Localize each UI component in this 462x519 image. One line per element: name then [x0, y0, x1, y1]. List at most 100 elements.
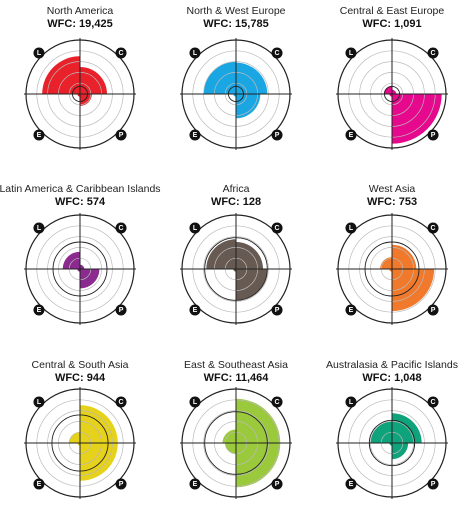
corner-badge-P	[427, 129, 439, 141]
wedge-E	[233, 94, 236, 97]
corner-badge-E	[189, 129, 201, 141]
wfc-label: WFC: 128	[211, 196, 261, 208]
corner-badge-E	[33, 478, 45, 490]
corner-badge-E	[345, 129, 357, 141]
chart-title: North America	[47, 5, 114, 17]
corner-badge-L	[33, 47, 45, 59]
corner-label-C: C	[275, 50, 280, 57]
wedge-E	[389, 269, 392, 272]
corner-badge-C	[271, 47, 283, 59]
corner-label-P: P	[275, 481, 280, 488]
wedge-C	[80, 405, 118, 443]
corner-badge-P	[271, 304, 283, 316]
wedge-P	[392, 94, 442, 144]
chart-title: Central & South Asia	[32, 359, 129, 371]
corner-badge-P	[271, 129, 283, 141]
corner-label-C: C	[275, 225, 280, 232]
corner-badge-C	[271, 396, 283, 408]
corner-label-C: C	[119, 399, 124, 406]
corner-label-E: E	[349, 132, 354, 139]
wedge-P	[236, 94, 261, 119]
wfc-label: WFC: 574	[55, 196, 106, 208]
corner-label-E: E	[37, 307, 42, 314]
corner-badge-L	[189, 396, 201, 408]
wedge-L	[62, 251, 80, 269]
corner-label-L: L	[37, 50, 42, 57]
wedge-C	[236, 62, 268, 94]
corner-label-E: E	[349, 307, 354, 314]
corner-badge-P	[115, 478, 127, 490]
corner-label-P: P	[119, 132, 124, 139]
wfc-label: WFC: 15,785	[203, 18, 268, 30]
corner-label-C: C	[119, 50, 124, 57]
corner-badge-C	[427, 396, 439, 408]
corner-label-C: C	[275, 399, 280, 406]
wedge-L	[203, 61, 236, 94]
chart-title: East & Southeast Asia	[184, 359, 288, 371]
corner-badge-C	[115, 47, 127, 59]
corner-label-P: P	[275, 132, 280, 139]
wedge-C	[80, 264, 85, 269]
corner-label-P: P	[119, 307, 124, 314]
corner-badge-L	[189, 47, 201, 59]
corner-label-C: C	[119, 225, 124, 232]
corner-badge-E	[345, 304, 357, 316]
corner-label-L: L	[37, 399, 42, 406]
wedge-E	[77, 94, 80, 97]
corner-label-E: E	[193, 481, 198, 488]
corner-badge-C	[427, 222, 439, 234]
corner-label-C: C	[431, 399, 436, 406]
wfc-label: WFC: 753	[367, 196, 417, 208]
wfc-label: WFC: 11,464	[204, 372, 270, 384]
chart-title: Africa	[223, 183, 250, 195]
corner-badge-P	[115, 304, 127, 316]
corner-label-P: P	[275, 307, 280, 314]
wedge-E	[77, 269, 80, 272]
corner-label-C: C	[431, 225, 436, 232]
corner-label-L: L	[193, 225, 198, 232]
corner-badge-L	[33, 222, 45, 234]
corner-label-L: L	[349, 399, 354, 406]
corner-badge-P	[427, 478, 439, 490]
wedge-L	[383, 85, 392, 94]
corner-label-L: L	[193, 399, 198, 406]
chart-title: West Asia	[369, 183, 416, 195]
wfc-label: WFC: 1,091	[362, 18, 421, 30]
corner-badge-E	[345, 478, 357, 490]
corner-label-L: L	[193, 50, 198, 57]
wfc-label: WFC: 19,425	[47, 18, 112, 30]
corner-badge-E	[189, 478, 201, 490]
corner-badge-P	[115, 129, 127, 141]
corner-label-E: E	[193, 307, 198, 314]
wedge-P	[392, 443, 409, 460]
chart-title: Australasia & Pacific Islands	[326, 359, 458, 371]
corner-badge-P	[271, 478, 283, 490]
wfc-label: WFC: 944	[55, 372, 106, 384]
wedge-E	[389, 443, 392, 446]
corner-badge-L	[345, 47, 357, 59]
corner-label-P: P	[431, 132, 436, 139]
corner-label-P: P	[119, 481, 124, 488]
wedge-P	[80, 443, 118, 481]
wedge-C	[392, 244, 417, 269]
chart-title: Latin America & Caribbean Islands	[0, 183, 161, 195]
wedge-P	[80, 269, 100, 289]
corner-label-E: E	[349, 481, 354, 488]
corner-badge-E	[33, 304, 45, 316]
corner-label-E: E	[37, 132, 42, 139]
wedge-E	[225, 443, 236, 454]
wedge-C	[392, 413, 422, 443]
corner-badge-E	[33, 129, 45, 141]
corner-label-L: L	[349, 225, 354, 232]
corner-badge-E	[189, 304, 201, 316]
corner-badge-C	[427, 47, 439, 59]
chart-title: Central & East Europe	[340, 5, 445, 17]
corner-label-C: C	[431, 50, 436, 57]
